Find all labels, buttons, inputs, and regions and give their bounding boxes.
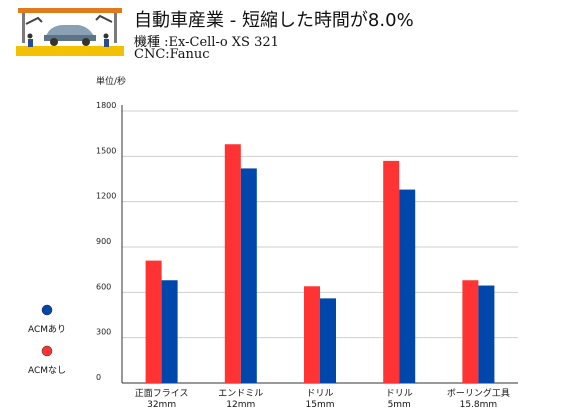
- y-tick-label: 600: [96, 282, 111, 291]
- x-tick-size-label: 32mm: [147, 400, 176, 410]
- bar-with-acm: [478, 285, 495, 383]
- x-tick-label: ドリル: [306, 389, 333, 399]
- x-tick-size-label: 5mm: [388, 400, 411, 410]
- y-tick-label: 1500: [96, 146, 116, 155]
- car-assembly-line-icon: [16, 6, 124, 60]
- x-tick-label: 正面フライス: [135, 388, 189, 399]
- legend-label: ACMなし: [28, 365, 66, 376]
- x-tick-size-label: 12mm: [226, 400, 255, 410]
- bar-without-acm: [145, 260, 162, 383]
- x-tick-size-label: 15mm: [306, 400, 335, 410]
- y-tick-label: 900: [96, 237, 111, 246]
- machine-model-label: 機種 :Ex-Cell-o XS 321: [134, 35, 279, 50]
- y-tick-label: 0: [96, 373, 101, 382]
- legend-label: ACMあり: [28, 324, 66, 335]
- x-tick-label: ドリル: [386, 389, 413, 399]
- bar-with-acm: [161, 280, 178, 383]
- bar-without-acm: [462, 280, 479, 383]
- x-tick-label: エンドミル: [218, 389, 263, 399]
- y-tick-label: 1800: [96, 101, 116, 110]
- legend-marker: [41, 345, 53, 357]
- bar-without-acm: [383, 160, 400, 383]
- bar-without-acm: [224, 144, 241, 383]
- bar-without-acm: [304, 286, 320, 383]
- bar-with-acm: [320, 298, 336, 383]
- chart-title: 自動車産業 - 短縮した時間が8.0%: [134, 10, 414, 31]
- bar-with-acm: [240, 168, 257, 383]
- cnc-controller-label: CNC:Fanuc: [134, 47, 210, 62]
- x-tick-label: ボーリング工具: [447, 387, 510, 399]
- y-tick-label: 1200: [96, 192, 116, 201]
- legend-marker: [41, 304, 53, 316]
- bar-with-acm: [399, 189, 416, 383]
- y-axis-label: 単位/秒: [96, 75, 126, 87]
- x-tick-size-label: 15.8mm: [460, 400, 498, 410]
- y-tick-label: 300: [96, 328, 111, 337]
